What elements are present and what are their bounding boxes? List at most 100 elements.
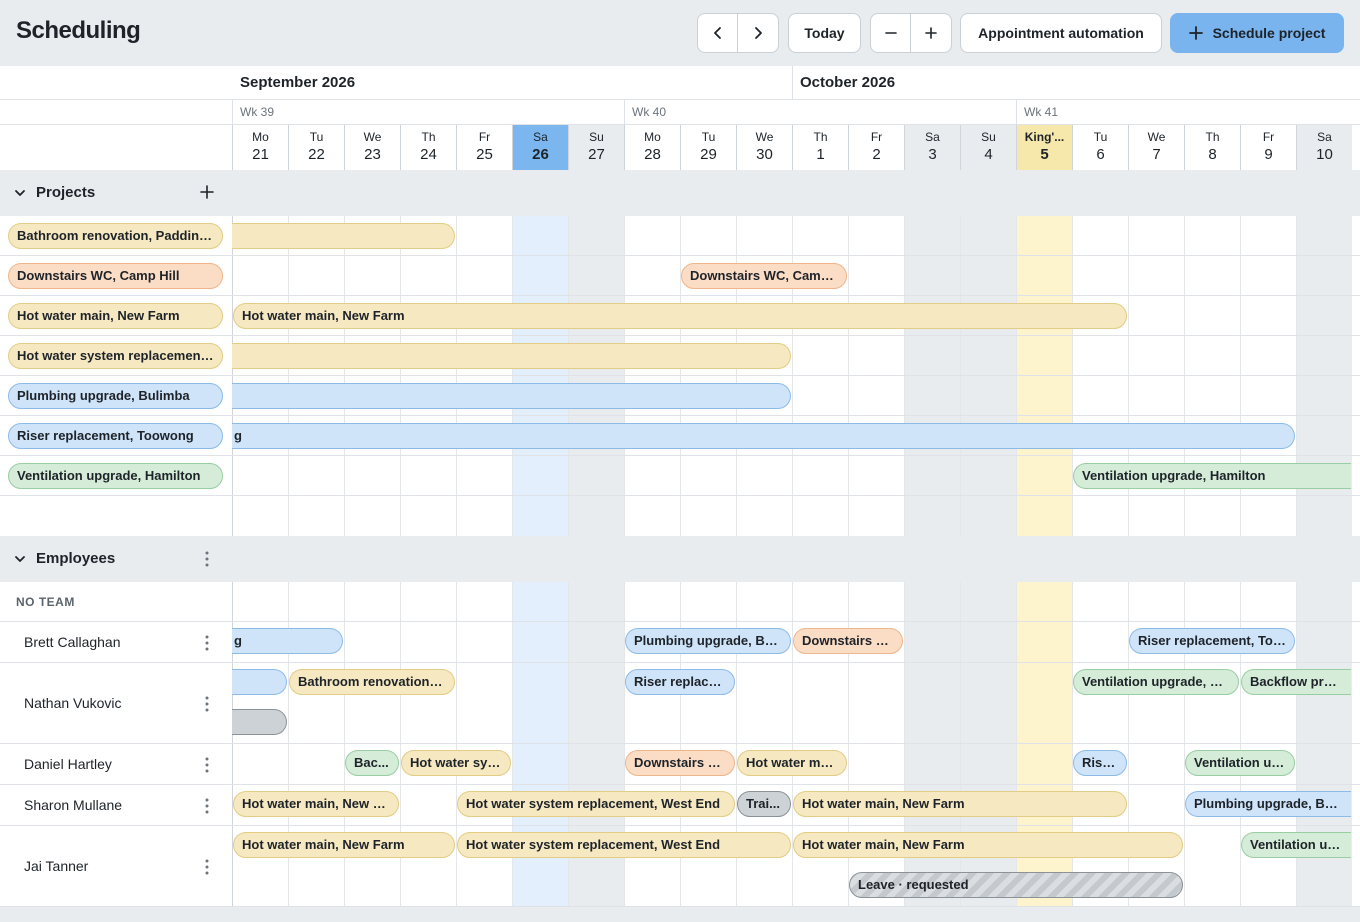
schedule-bar[interactable]: g [232,423,1295,449]
project-label[interactable]: Bathroom renovation, Paddingt... [8,223,223,249]
day-number: 26 [532,146,549,163]
next-button[interactable] [738,14,778,52]
employee-name[interactable]: Brett Callaghan [24,633,121,650]
previous-button[interactable] [698,14,738,52]
day-header[interactable]: Fr 2 [848,125,904,170]
calendar-grid: September 2026 October 2026 Wk 39 Wk 40 Wk 4… [0,66,1360,922]
schedule-bar[interactable]: Backflow preventio [1241,669,1351,695]
schedule-bar[interactable]: Hot water main, New Farm [793,832,1183,858]
day-header[interactable]: Tu 29 [680,125,736,170]
project-label[interactable]: Hot water system replacement,... [8,343,223,369]
project-label[interactable]: Plumbing upgrade, Bulimba [8,383,223,409]
schedule-bar[interactable]: Leave · requested [849,872,1183,898]
schedule-bar[interactable]: Hot water main, New Farm [793,791,1127,817]
day-header[interactable]: Sa 3 [904,125,960,170]
project-label[interactable]: Hot water main, New Farm [8,303,223,329]
day-header[interactable]: Mo 21 [232,125,288,170]
day-header[interactable]: Su 27 [568,125,624,170]
employees-section-title: Employees [36,550,116,567]
day-header[interactable]: We 7 [1128,125,1184,170]
schedule-bar[interactable]: Ventilation upgrade, Ha... [1073,669,1239,695]
employees-sidebar [0,582,232,907]
schedule-bar[interactable]: Hot water main, New Farm [233,832,455,858]
day-header[interactable]: We 23 [344,125,400,170]
day-header[interactable]: Sa 26 [512,125,568,170]
schedule-bar[interactable]: Trai... [737,791,791,817]
employee-menu-kebab-icon[interactable] [200,695,214,713]
day-header[interactable]: Tu 6 [1072,125,1128,170]
day-header[interactable]: Sa 10 [1296,125,1352,170]
zoom-in-button[interactable] [911,14,951,52]
schedule-bar[interactable]: Downstairs W... [793,628,903,654]
schedule-bar[interactable]: Ventilation upgrade [1241,832,1351,858]
schedule-bar[interactable]: Hot water system replacement, West End [457,791,735,817]
project-label[interactable]: Riser replacement, Toowong [8,423,223,449]
day-header[interactable]: Mo 28 [624,125,680,170]
schedule-bar[interactable] [232,709,287,735]
employee-menu-kebab-icon[interactable] [200,634,214,652]
schedule-bar[interactable]: Hot water system replacement, West End [457,832,791,858]
grid-column [792,582,848,907]
schedule-bar[interactable] [232,223,455,249]
week-divider [1016,100,1017,125]
grid-column [456,582,512,907]
employee-menu-kebab-icon[interactable] [200,858,214,876]
grid-column [1128,216,1184,536]
add-project-plus-icon[interactable] [200,185,214,204]
schedule-bar[interactable]: Downstairs W... [625,750,735,776]
schedule-bar[interactable]: Hot water main, New Farm [233,303,1127,329]
appointment-automation-button[interactable]: Appointment automation [960,13,1162,53]
day-header[interactable]: Fr 25 [456,125,512,170]
day-number: 23 [364,146,381,163]
schedule-bar[interactable]: Riser replacement, Too... [1129,628,1295,654]
minus-icon [884,32,897,34]
grid-column [960,216,1016,536]
day-number: 1 [816,146,825,163]
zoom-button-group [870,13,952,53]
grid-column [1184,582,1240,907]
employee-name[interactable]: Nathan Vukovic [24,694,122,711]
day-header[interactable]: Th 24 [400,125,456,170]
collapse-employees-chevron-icon[interactable] [14,553,26,565]
employee-name[interactable]: Sharon Mullane [24,796,123,813]
employee-name[interactable]: Jai Tanner [24,857,89,874]
nav-button-group [697,13,779,53]
schedule-bar[interactable] [232,343,791,369]
zoom-out-button[interactable] [871,14,911,52]
schedule-bar[interactable]: Hot water mai... [737,750,847,776]
grid-column [568,582,624,907]
schedule-bar[interactable]: Hot water sys... [401,750,511,776]
schedule-bar[interactable]: Ventilation upgrade, Hamilton [1073,463,1351,489]
project-label[interactable]: Ventilation upgrade, Hamilton [8,463,223,489]
schedule-bar[interactable]: Riser replace... [625,669,735,695]
employee-menu-kebab-icon[interactable] [200,797,214,815]
day-header[interactable]: Fr 9 [1240,125,1296,170]
day-header[interactable]: Th 1 [792,125,848,170]
schedule-bar[interactable]: Plumbing upgrade, Bulimba [1185,791,1351,817]
grid-column [288,582,344,907]
schedule-bar[interactable]: Ventilation up... [1185,750,1295,776]
today-button[interactable]: Today [788,13,861,53]
schedule-bar[interactable]: Downstairs WC, Camp Hill [681,263,847,289]
employees-menu-kebab-icon[interactable] [200,550,214,568]
schedule-bar[interactable]: g [232,628,343,654]
project-label[interactable]: Downstairs WC, Camp Hill [8,263,223,289]
month-label: September 2026 [240,74,356,91]
schedule-bar[interactable]: Bac... [345,750,399,776]
day-header[interactable]: Su 4 [960,125,1016,170]
schedule-bar[interactable]: Hot water main, New F... [233,791,399,817]
day-header[interactable]: Tu 22 [288,125,344,170]
day-header[interactable]: King'... 5 [1016,125,1072,170]
collapse-projects-chevron-icon[interactable] [14,187,26,199]
schedule-bar[interactable] [232,669,287,695]
employee-menu-kebab-icon[interactable] [200,756,214,774]
schedule-project-button[interactable]: Schedule project [1170,13,1344,53]
day-header[interactable]: We 30 [736,125,792,170]
day-number: 27 [588,146,605,163]
schedule-bar[interactable]: Rise... [1073,750,1127,776]
schedule-bar[interactable]: Plumbing upgrade, Buli... [625,628,791,654]
schedule-bar[interactable]: Bathroom renovation, P... [289,669,455,695]
employee-name[interactable]: Daniel Hartley [24,755,112,772]
day-header[interactable]: Th 8 [1184,125,1240,170]
schedule-bar[interactable] [232,383,791,409]
